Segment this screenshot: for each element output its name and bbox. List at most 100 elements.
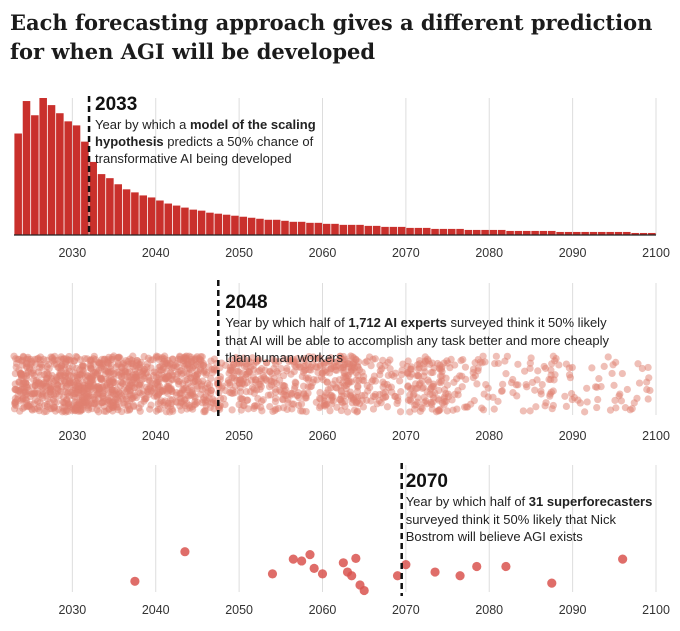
expert-response-dot	[427, 368, 435, 377]
expert-response-dot	[16, 407, 24, 415]
expert-response-dot	[473, 380, 481, 388]
expert-response-dot	[492, 352, 500, 360]
annotation-line: hypothesis predicts a 50% chance of	[95, 134, 314, 149]
expert-response-dot	[549, 401, 557, 410]
x-tick-label: 2090	[559, 246, 587, 260]
expert-response-dot	[208, 368, 217, 377]
expert-response-dot	[169, 407, 177, 415]
expert-response-dot	[197, 356, 205, 364]
expert-response-dot	[161, 373, 170, 381]
expert-response-dot	[398, 370, 406, 379]
expert-response-dot	[450, 378, 458, 386]
histogram-bar	[189, 209, 198, 235]
histogram-bar	[164, 203, 173, 235]
histogram-bar	[581, 231, 589, 235]
expert-response-dot	[177, 370, 186, 378]
superforecaster-dot	[455, 571, 465, 581]
expert-response-dot	[137, 400, 145, 408]
histogram-bar	[281, 220, 289, 235]
expert-response-dot	[256, 380, 264, 389]
expert-response-dot	[127, 394, 136, 403]
expert-response-dot	[197, 382, 206, 390]
expert-response-dot	[469, 374, 477, 382]
expert-response-dot	[333, 403, 341, 411]
expert-response-dot	[604, 353, 612, 361]
histogram-bar	[139, 195, 148, 235]
histogram-bar	[147, 197, 156, 235]
histogram-bar	[439, 228, 448, 235]
expert-response-dot	[414, 371, 422, 380]
x-tick-label: 2080	[475, 603, 503, 617]
expert-response-dot	[30, 400, 38, 408]
expert-response-dot	[574, 396, 582, 404]
expert-response-dot	[95, 408, 103, 416]
histogram-bar	[339, 224, 348, 235]
expert-response-dot	[27, 369, 35, 377]
expert-response-dot	[48, 405, 56, 413]
expert-response-dot	[409, 391, 417, 399]
expert-response-dot	[126, 373, 134, 381]
superforecaster-dot	[288, 554, 298, 564]
expert-response-dot	[15, 366, 23, 374]
histogram-bar	[389, 226, 398, 235]
histogram-bar	[247, 217, 256, 235]
expert-response-dot	[462, 375, 470, 384]
histogram-bar	[39, 98, 47, 235]
expert-response-dot	[534, 367, 542, 375]
histogram-bar	[623, 231, 631, 235]
expert-response-dot	[103, 379, 111, 387]
histogram-bar	[222, 214, 231, 235]
expert-response-dot	[416, 407, 424, 415]
expert-response-dot	[610, 381, 618, 389]
histogram-bar	[206, 212, 214, 235]
expert-response-dot	[377, 399, 385, 407]
histogram-bar	[514, 230, 523, 235]
expert-response-dot	[106, 400, 114, 408]
expert-response-dot	[156, 388, 164, 396]
expert-response-dot	[254, 394, 262, 403]
expert-response-dot	[608, 369, 616, 378]
superforecaster-dot	[267, 569, 278, 579]
expert-response-dot	[369, 392, 378, 400]
expert-response-dot	[404, 357, 412, 365]
expert-response-dot	[249, 384, 257, 392]
expert-response-dot	[469, 365, 478, 373]
histogram-bar	[264, 219, 273, 235]
expert-response-dot	[393, 399, 401, 408]
expert-response-dot	[461, 363, 470, 371]
expert-response-dot	[388, 371, 396, 379]
expert-response-dot	[327, 384, 335, 392]
expert-response-dot	[14, 355, 22, 363]
expert-response-dot	[444, 393, 453, 401]
expert-response-dot	[546, 392, 554, 400]
expert-response-dot	[199, 368, 208, 376]
expert-response-dot	[164, 402, 172, 410]
histogram-bar	[72, 125, 81, 235]
expert-response-dot	[583, 384, 591, 392]
expert-response-dot	[177, 398, 185, 406]
expert-response-dot	[612, 358, 620, 366]
expert-response-dot	[54, 387, 62, 395]
expert-response-dot	[101, 370, 109, 378]
expert-response-dot	[499, 380, 507, 388]
expert-response-dot	[176, 353, 184, 361]
expert-response-dot	[294, 388, 302, 397]
expert-response-dot	[408, 384, 416, 392]
histogram-bar	[456, 228, 464, 235]
superforecaster-dot	[309, 563, 319, 573]
expert-response-dot	[309, 360, 317, 368]
histogram-bar	[564, 231, 573, 235]
expert-response-dot	[154, 399, 162, 408]
histogram-bar	[14, 133, 22, 235]
expert-response-dot	[443, 381, 452, 389]
expert-response-dot	[22, 359, 30, 367]
expert-response-dot	[527, 354, 535, 362]
expert-response-dot	[91, 400, 99, 408]
expert-response-dot	[367, 362, 375, 370]
expert-response-dot	[126, 387, 134, 395]
histogram-bar	[422, 227, 431, 235]
expert-response-dot	[81, 355, 89, 363]
expert-response-dot	[93, 383, 102, 391]
expert-response-dot	[281, 355, 289, 363]
